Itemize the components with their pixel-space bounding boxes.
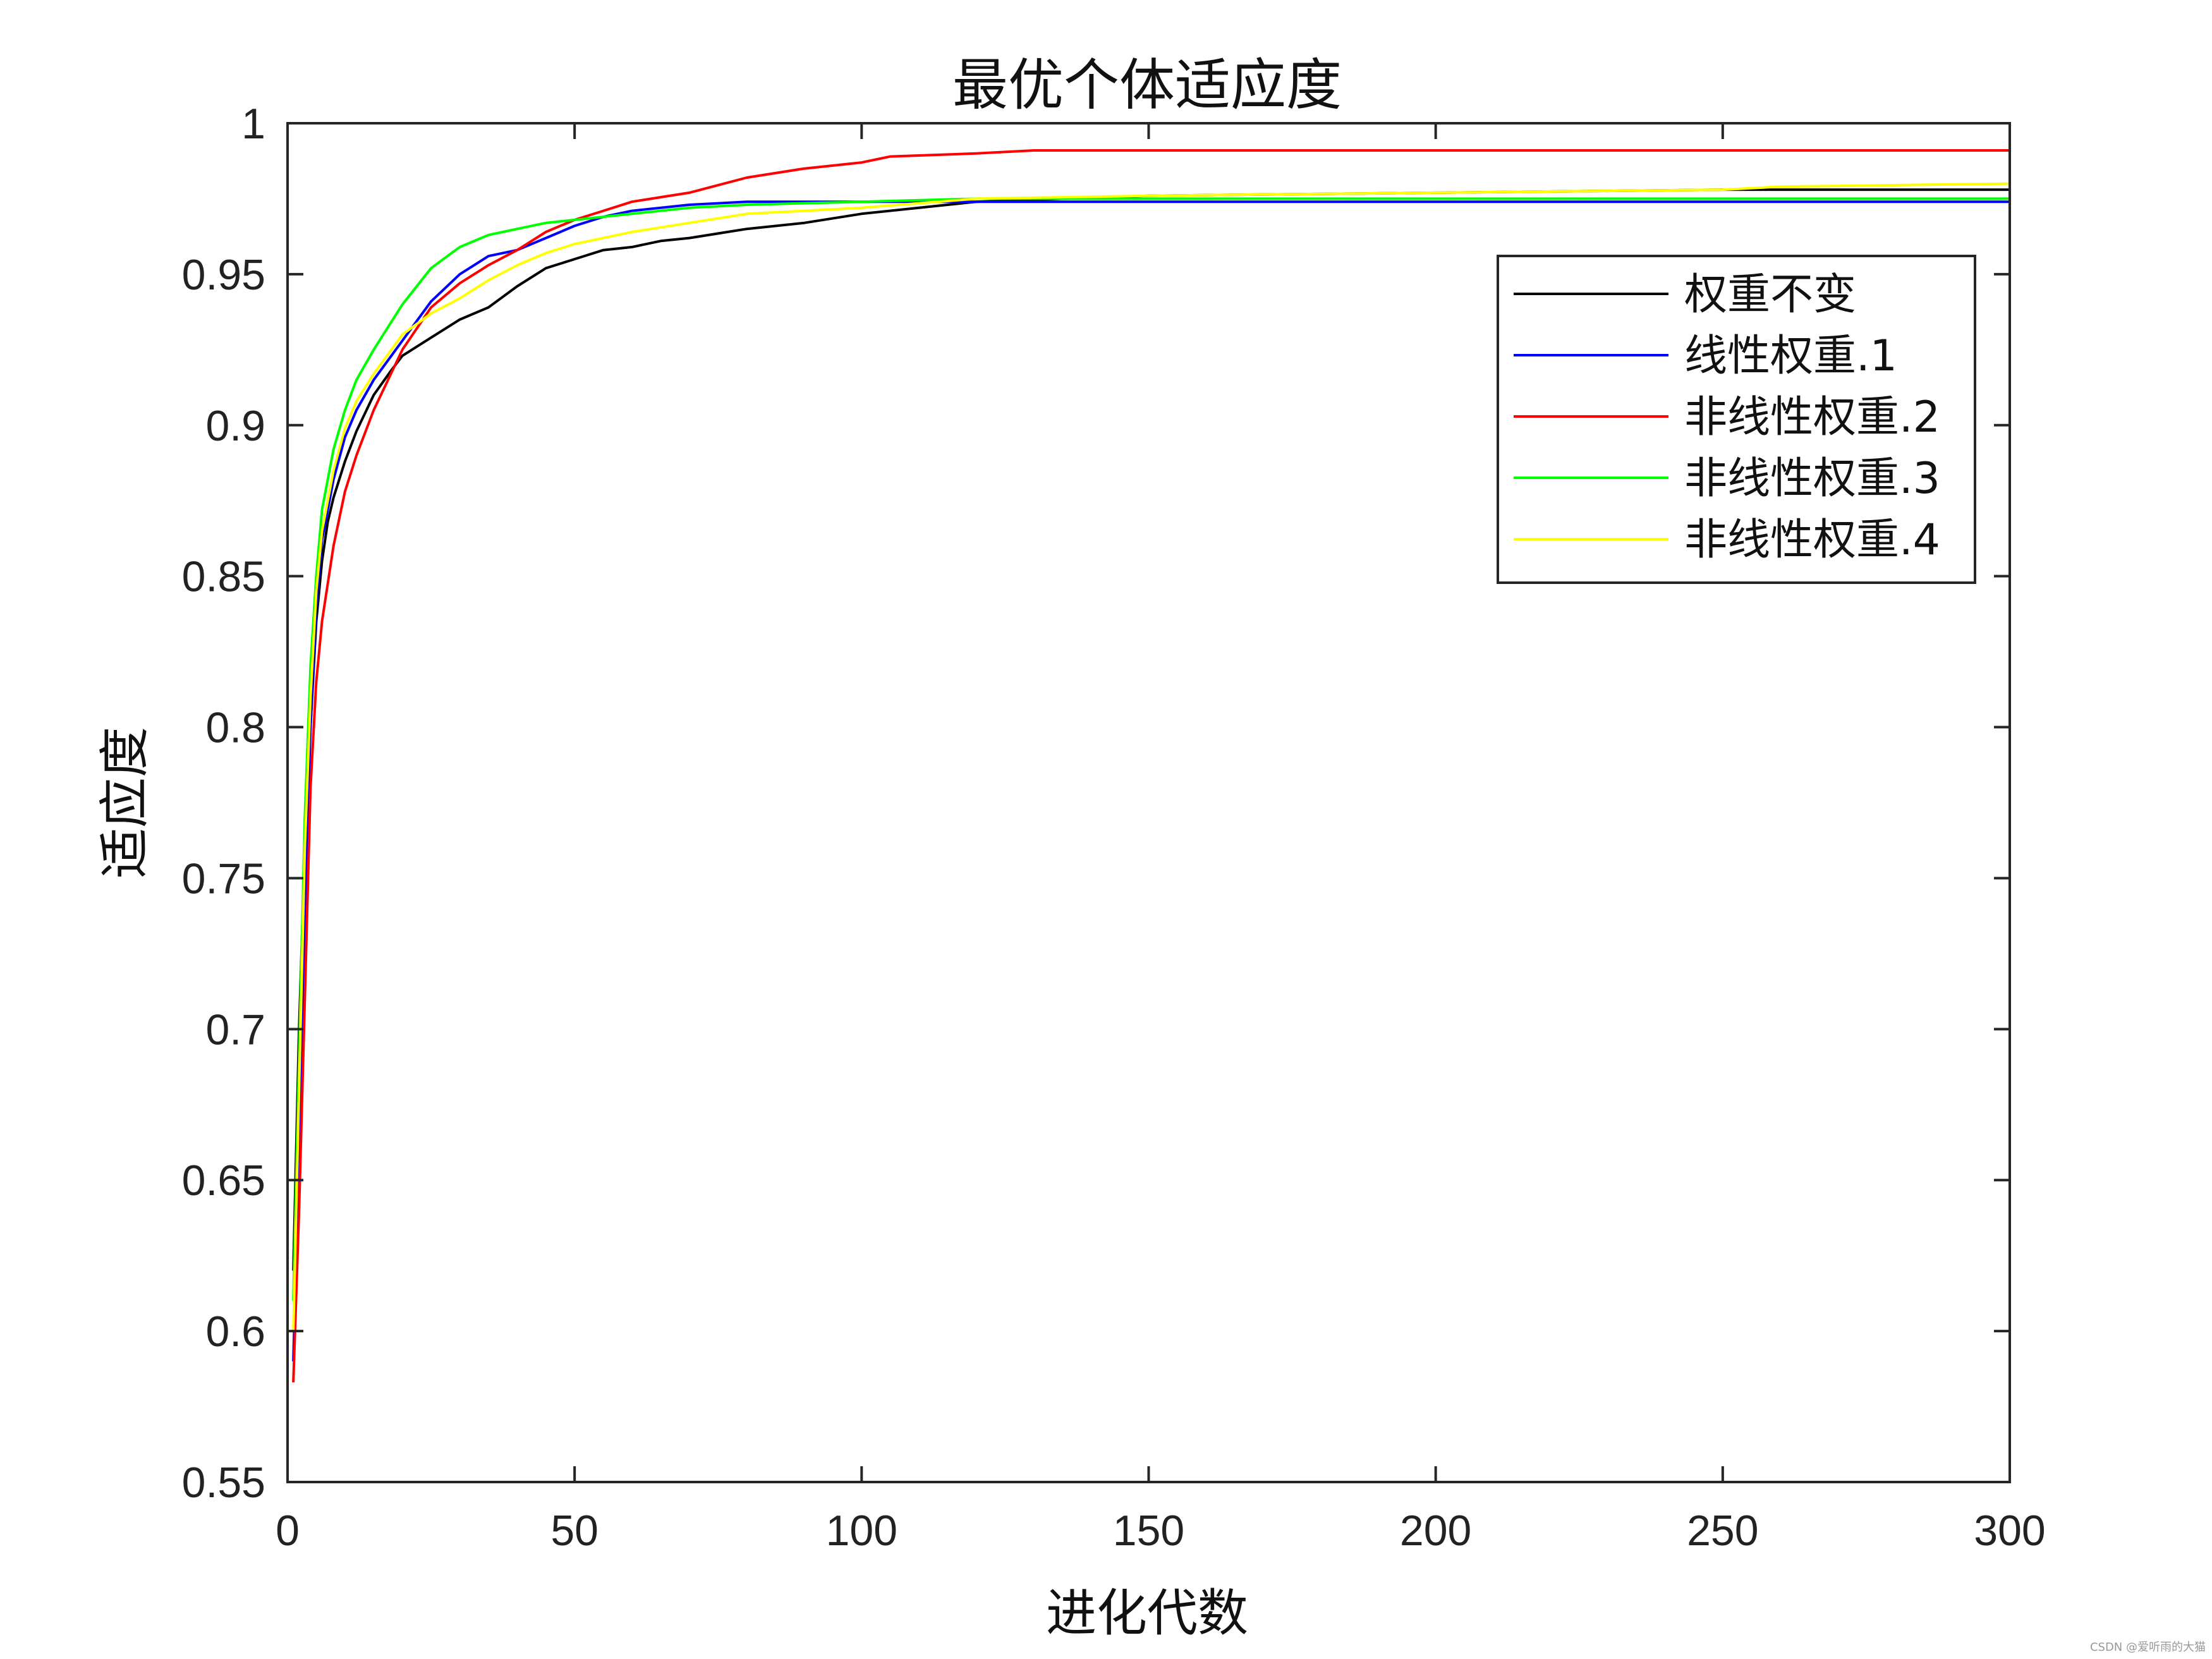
y-tick-label: 0.7 bbox=[205, 1006, 265, 1054]
legend-label-2: 线性权重.1 bbox=[1684, 331, 1897, 381]
series-line-5 bbox=[292, 182, 2010, 1332]
watermark-text: CSDN @爱听雨的大猫 bbox=[2090, 1641, 2206, 1654]
x-tick-label: 200 bbox=[1400, 1507, 1471, 1555]
y-tick-label: 0.65 bbox=[182, 1157, 265, 1205]
legend-label-1: 权重不变 bbox=[1684, 270, 1856, 320]
y-tick-label: 0.9 bbox=[205, 402, 265, 450]
series-line-1 bbox=[292, 188, 2010, 1271]
x-tick-label: 250 bbox=[1687, 1507, 1758, 1555]
y-tick-label: 0.8 bbox=[205, 704, 265, 752]
x-tick-label: 150 bbox=[1113, 1507, 1184, 1555]
y-axis-label: 适应度 bbox=[95, 727, 154, 878]
chart-title: 最优个体适应度 bbox=[952, 52, 1342, 118]
x-tick-label: 50 bbox=[550, 1507, 599, 1555]
series-line-3 bbox=[292, 149, 2010, 1383]
legend-label-5: 非线性权重.4 bbox=[1684, 515, 1940, 565]
y-tick-label: 0.55 bbox=[182, 1459, 265, 1507]
y-tick-label: 0.75 bbox=[182, 854, 265, 902]
legend-label-3: 非线性权重.2 bbox=[1684, 392, 1940, 442]
plot-area: 0 50 100 150 200 250 300 0.55 0.6 0.65 0.7 0.75 0.8 0… bbox=[182, 100, 2046, 1555]
legend-box bbox=[1497, 255, 1976, 584]
legend-label-4: 非线性权重.3 bbox=[1684, 454, 1940, 504]
x-tick-label: 300 bbox=[1974, 1507, 2045, 1555]
x-tick-label: 0 bbox=[276, 1507, 300, 1555]
y-tick-label: 1 bbox=[241, 100, 265, 148]
x-tick-label: 100 bbox=[826, 1507, 897, 1555]
y-tick-label: 0.6 bbox=[205, 1308, 265, 1356]
y-tick-label: 0.85 bbox=[182, 553, 265, 601]
y-tick-label: 0.95 bbox=[182, 251, 265, 299]
x-axis-label: 进化代数 bbox=[1046, 1584, 1248, 1643]
